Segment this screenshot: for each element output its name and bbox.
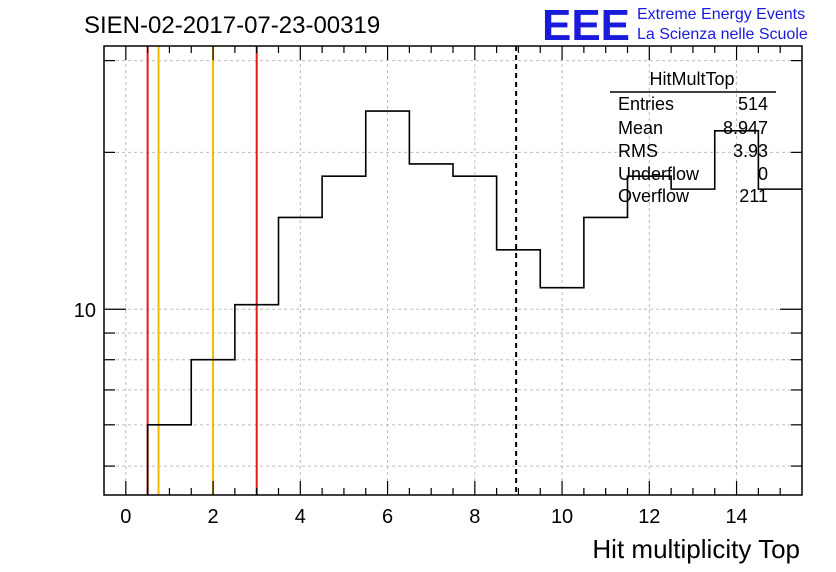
x-tick-label: 0 (120, 506, 131, 528)
stats-label-overflow: Overflow (618, 186, 690, 206)
histogram-bin (235, 305, 279, 495)
histogram-bin (148, 425, 192, 495)
logo-line-2: La Scienza nelle Scuole (637, 26, 808, 43)
histogram-bin (453, 176, 497, 495)
x-tick-label: 10 (551, 506, 573, 528)
eee-logo: EEE Extreme Energy Events La Scienza nel… (542, 1, 808, 50)
logo-line-1: Extreme Energy Events (637, 6, 805, 23)
stats-value-rms: 3.93 (733, 141, 768, 161)
x-tick-label: 2 (208, 506, 219, 528)
histogram-bin (671, 189, 715, 495)
histogram-bin (584, 217, 628, 495)
stats-label-underflow: Underflow (618, 164, 700, 184)
chart-title: SIEN-02-2017-07-23-00319 (84, 12, 380, 39)
stats-box: HitMultTop Entries 514 Mean 8.947 RMS 3.… (610, 69, 776, 206)
x-axis-label: Hit multiplicity Top (592, 534, 800, 564)
histogram-bin (279, 217, 323, 495)
stats-value-underflow: 0 (758, 164, 768, 184)
stats-value-overflow: 211 (739, 186, 768, 206)
histogram-bin (540, 288, 584, 495)
histogram-bin (366, 111, 410, 495)
histogram-bin (628, 176, 672, 495)
x-tick-label: 4 (295, 506, 306, 528)
stats-value-mean: 8.947 (723, 118, 768, 138)
x-tick-label: 14 (725, 506, 747, 528)
marker-lines (146, 46, 518, 495)
stats-label-mean: Mean (618, 118, 663, 138)
axes: 0 2 4 6 8 10 12 14 10 (74, 46, 802, 528)
histogram-bin (758, 189, 802, 495)
y-tick-label: 10 (74, 300, 96, 322)
histogram-outline (146, 110, 802, 495)
stats-label-entries: Entries (618, 94, 674, 114)
stats-value-entries: 514 (738, 94, 768, 114)
histogram-series (146, 110, 802, 495)
histogram-bin (322, 176, 366, 495)
x-tick-label: 6 (382, 506, 393, 528)
histogram-bin (497, 250, 541, 495)
histogram-bin (191, 360, 235, 495)
stats-label-rms: RMS (618, 141, 658, 161)
logo-text: EEE (542, 1, 630, 50)
histogram-bin (409, 164, 453, 495)
stats-title: HitMultTop (649, 69, 734, 89)
x-tick-label: 12 (638, 506, 660, 528)
x-tick-label: 8 (469, 506, 480, 528)
